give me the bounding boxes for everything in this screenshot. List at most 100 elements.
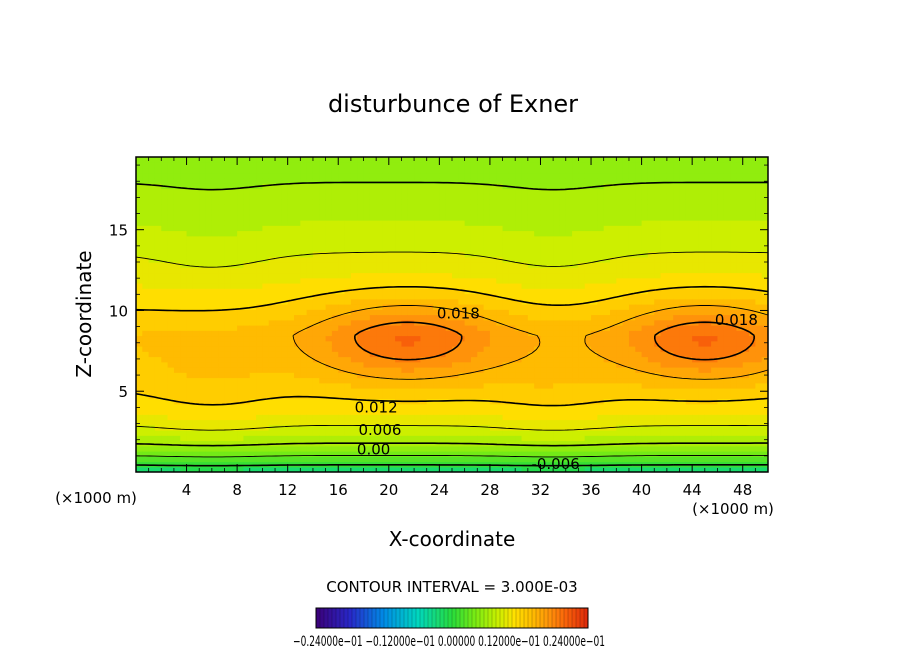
field-cell <box>350 451 358 457</box>
field-cell <box>597 382 605 389</box>
field-cell <box>275 283 282 289</box>
field-cell <box>591 204 598 211</box>
field-cell <box>136 319 143 326</box>
field-cell <box>325 183 333 190</box>
field-cell <box>256 172 263 179</box>
field-cell <box>268 445 276 452</box>
field-cell <box>211 288 219 295</box>
field-cell <box>610 209 617 216</box>
field-cell <box>287 209 295 216</box>
field-cell <box>154 466 162 472</box>
field-cell <box>325 246 333 253</box>
field-cell <box>167 230 175 237</box>
field-cell <box>192 451 200 457</box>
field-cell <box>660 393 668 400</box>
field-cell <box>382 183 390 190</box>
field-cell <box>382 251 390 258</box>
field-cell <box>211 178 219 184</box>
field-cell <box>603 193 611 200</box>
field-cell <box>452 419 459 426</box>
field-cell <box>527 172 535 179</box>
field-cell <box>262 246 270 253</box>
field-cell <box>477 267 485 274</box>
field-cell <box>237 314 245 321</box>
field-cell <box>515 183 523 190</box>
field-cell <box>211 325 219 331</box>
field-cell <box>173 309 181 316</box>
field-cell <box>167 262 175 268</box>
field-cell <box>180 440 188 447</box>
field-cell <box>553 314 561 321</box>
field-cell <box>553 351 561 358</box>
field-cell <box>559 314 567 321</box>
field-cell <box>483 246 491 253</box>
field-cell <box>186 199 194 205</box>
field-cell <box>344 325 352 331</box>
field-cell <box>572 393 579 400</box>
field-cell <box>382 309 390 316</box>
field-cell <box>357 199 365 205</box>
field-cell <box>502 235 510 242</box>
field-cell <box>483 424 491 431</box>
field-cell <box>628 361 636 368</box>
field-cell <box>369 309 377 316</box>
field-cell <box>527 298 535 305</box>
field-cell <box>376 325 384 331</box>
field-cell <box>167 272 175 279</box>
field-cell <box>186 319 194 326</box>
field-cell <box>572 456 579 463</box>
field-cell <box>654 277 662 284</box>
field-cell <box>180 272 188 279</box>
field-cell <box>186 283 194 289</box>
field-cell <box>173 230 181 237</box>
field-cell <box>148 314 156 321</box>
field-cell <box>483 430 491 436</box>
field-cell <box>180 256 188 263</box>
field-cell <box>376 309 384 316</box>
field-cell <box>477 445 485 452</box>
field-cell <box>224 377 232 384</box>
field-cell <box>572 335 579 342</box>
field-cell <box>325 393 333 400</box>
field-cell <box>515 430 523 436</box>
field-cell <box>591 382 598 389</box>
field-cell <box>300 199 308 205</box>
field-cell <box>407 445 415 452</box>
field-cell <box>496 356 504 363</box>
field-cell <box>654 251 662 258</box>
field-cell <box>312 283 320 289</box>
field-cell <box>527 283 535 289</box>
field-cell <box>294 172 301 179</box>
field-cell <box>565 424 573 431</box>
field-cell <box>154 435 162 442</box>
field-cell <box>161 225 169 232</box>
field-cell <box>388 298 396 305</box>
field-cell <box>616 403 624 410</box>
field-cell <box>344 403 352 410</box>
field-cell <box>306 403 314 410</box>
field-cell <box>395 430 403 436</box>
field-cell <box>616 251 624 258</box>
field-cell <box>256 157 263 163</box>
field-cell <box>230 330 238 337</box>
field-cell <box>433 230 440 237</box>
field-cell <box>616 414 624 421</box>
field-cell <box>268 451 276 457</box>
field-cell <box>382 419 390 426</box>
field-cell <box>382 199 390 205</box>
field-cell <box>199 451 207 457</box>
field-cell <box>237 445 245 452</box>
field-cell <box>641 367 649 373</box>
field-cell <box>401 293 409 300</box>
field-cell <box>508 288 516 295</box>
field-cell <box>508 304 516 310</box>
field-cell <box>439 346 447 352</box>
field-cell <box>407 377 415 384</box>
field-cell <box>433 382 440 389</box>
field-cell <box>237 293 245 300</box>
field-cell <box>401 241 409 247</box>
field-cell <box>281 372 289 379</box>
field-cell <box>540 435 548 442</box>
field-cell <box>262 461 270 468</box>
field-cell <box>470 456 478 463</box>
